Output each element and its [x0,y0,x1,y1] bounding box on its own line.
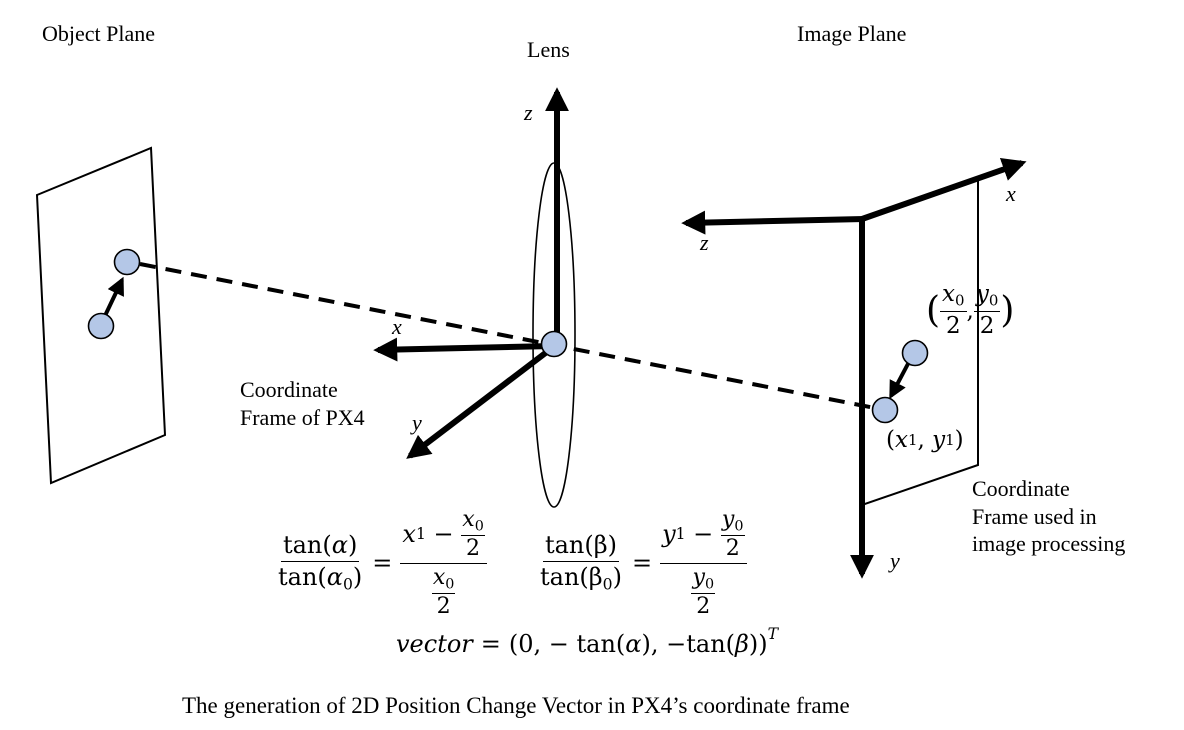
lens-x-axis [373,337,554,362]
object-plane [35,146,167,485]
image-z-label: z [700,230,709,255]
image-x-label: x [1006,181,1016,206]
lens-x-label: x [392,314,402,339]
image-current-coordinate-label: (x 1, y 1) [886,427,964,453]
image-center-point [901,339,929,367]
optical-ray-dashed [139,262,886,412]
lens-y-axis [406,345,554,459]
object-displacement-arrow [101,276,124,321]
image-plane-label: Image Plane [797,21,907,46]
image-frame-label: Coordinate Frame used in image processin… [972,475,1125,558]
image-z-axis [681,210,865,235]
vector-equation: vector = (0, − tan(α), −tan(β)) T [396,625,779,658]
lens-y-label: y [412,410,422,435]
image-frame-label-line2: Frame used in [972,503,1097,529]
image-x-axis [861,158,1027,222]
object-plane-label: Object Plane [42,21,156,46]
px4-frame-label: Coordinate Frame of PX4 [240,376,365,431]
image-frame-label-line3: image processing [972,531,1126,556]
image-frame-label-line1: Coordinate [972,476,1070,501]
px4-frame-label-line1: Coordinate [240,377,338,402]
object-point-current [113,248,141,276]
image-y-label: y [890,548,900,573]
lens-center-point [540,330,568,358]
image-center-coordinate-label: ( x0 2 , y0 2 ) [926,281,1015,339]
px4-frame-label-line2: Frame of PX4 [240,404,365,430]
lens-label: Lens [527,37,570,62]
object-point-start [87,312,115,340]
image-current-point [871,396,899,424]
image-displacement-arrow [889,359,912,400]
figure-caption: The generation of 2D Position Change Vec… [182,693,850,718]
lens-z-label: z [524,100,533,125]
